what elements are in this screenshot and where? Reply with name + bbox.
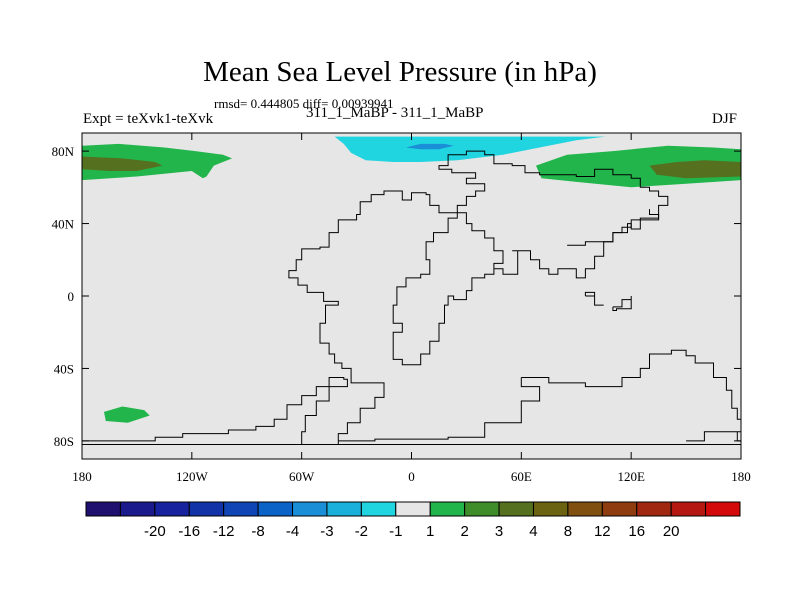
x-tick-label: 60W xyxy=(289,469,315,484)
coastline-1 xyxy=(82,431,741,445)
x-tick-label: 180 xyxy=(731,469,751,484)
colorbar-swatch xyxy=(670,501,707,517)
colorbar-swatch xyxy=(188,501,225,517)
colorbar-swatch xyxy=(119,501,156,517)
colorbar-swatch xyxy=(326,501,362,517)
y-tick-label: 40N xyxy=(52,217,75,232)
colorbar-swatch xyxy=(257,501,294,517)
y-tick-label: 80S xyxy=(54,434,74,449)
colorbar-label: 12 xyxy=(594,523,611,540)
contour-pacific-high-east-core xyxy=(649,160,741,179)
season-label: DJF xyxy=(712,111,738,127)
colorbar-label: -3 xyxy=(320,523,333,540)
x-tick-label: 0 xyxy=(408,469,415,484)
stats-line: rmsd= 0.444805 diff= 0.00939941 xyxy=(214,96,394,111)
colorbar-swatch xyxy=(154,501,190,517)
colorbar-swatch xyxy=(705,501,741,517)
colorbar-label: -20 xyxy=(144,523,166,540)
colorbar-swatch xyxy=(360,501,397,517)
colorbar-swatch xyxy=(498,501,534,517)
colorbar-label: -2 xyxy=(355,523,368,540)
colorbar-label: 4 xyxy=(529,523,537,540)
x-tick-label: 60E xyxy=(511,469,532,484)
colorbar-label: -12 xyxy=(213,523,235,540)
colorbar-label: -1 xyxy=(389,523,402,540)
colorbar-label: -16 xyxy=(178,523,200,540)
experiment-label: Expt = teXvk1-teXvk xyxy=(83,111,214,127)
contour-southern-high xyxy=(104,406,150,423)
coastline-5 xyxy=(612,296,632,311)
x-tick-label: 180 xyxy=(72,469,92,484)
colorbar-swatch xyxy=(429,501,466,517)
x-tick-label: 120W xyxy=(176,469,209,484)
coastline-6 xyxy=(584,291,604,306)
y-tick-label: 0 xyxy=(68,289,75,304)
colorbar-swatch xyxy=(292,501,328,517)
contour-pacific-high-west xyxy=(82,143,233,181)
colorbar-label: 20 xyxy=(663,523,680,540)
x-tick-label: 120E xyxy=(617,469,645,484)
y-tick-label: 80N xyxy=(52,144,75,159)
coastline-3 xyxy=(338,377,541,442)
contour-arctic-low-inner xyxy=(406,143,454,150)
colorbar-swatch xyxy=(636,501,672,517)
colorbar-swatch xyxy=(567,501,603,517)
colorbar-label: -8 xyxy=(251,523,264,540)
colorbar-swatch xyxy=(532,501,569,517)
colorbar-swatch xyxy=(464,501,500,517)
colorbar-label: 3 xyxy=(495,523,503,540)
chart-title: Mean Sea Level Pressure (in hPa) xyxy=(203,56,597,88)
contour-pacific-high-west-core xyxy=(82,156,163,171)
colorbar-swatch xyxy=(601,501,638,517)
run-label: 311_1_MaBP - 311_1_MaBP xyxy=(306,105,484,121)
colorbar-label: 2 xyxy=(460,523,468,540)
contour-arctic-low-outer xyxy=(334,136,606,162)
plot-contents xyxy=(82,136,741,445)
coastline-4 xyxy=(567,209,660,246)
coastline-0 xyxy=(82,150,669,445)
y-tick-label: 40S xyxy=(54,361,74,376)
colorbar-swatch xyxy=(223,501,259,517)
colorbar-label: 8 xyxy=(564,523,572,540)
colorbar-swatch xyxy=(395,501,431,517)
coastline-2 xyxy=(521,349,741,423)
colorbar-swatch xyxy=(85,501,121,517)
colorbar-label: -4 xyxy=(286,523,299,540)
colorbar-label: 1 xyxy=(426,523,434,540)
colorbar-label: 16 xyxy=(628,523,645,540)
